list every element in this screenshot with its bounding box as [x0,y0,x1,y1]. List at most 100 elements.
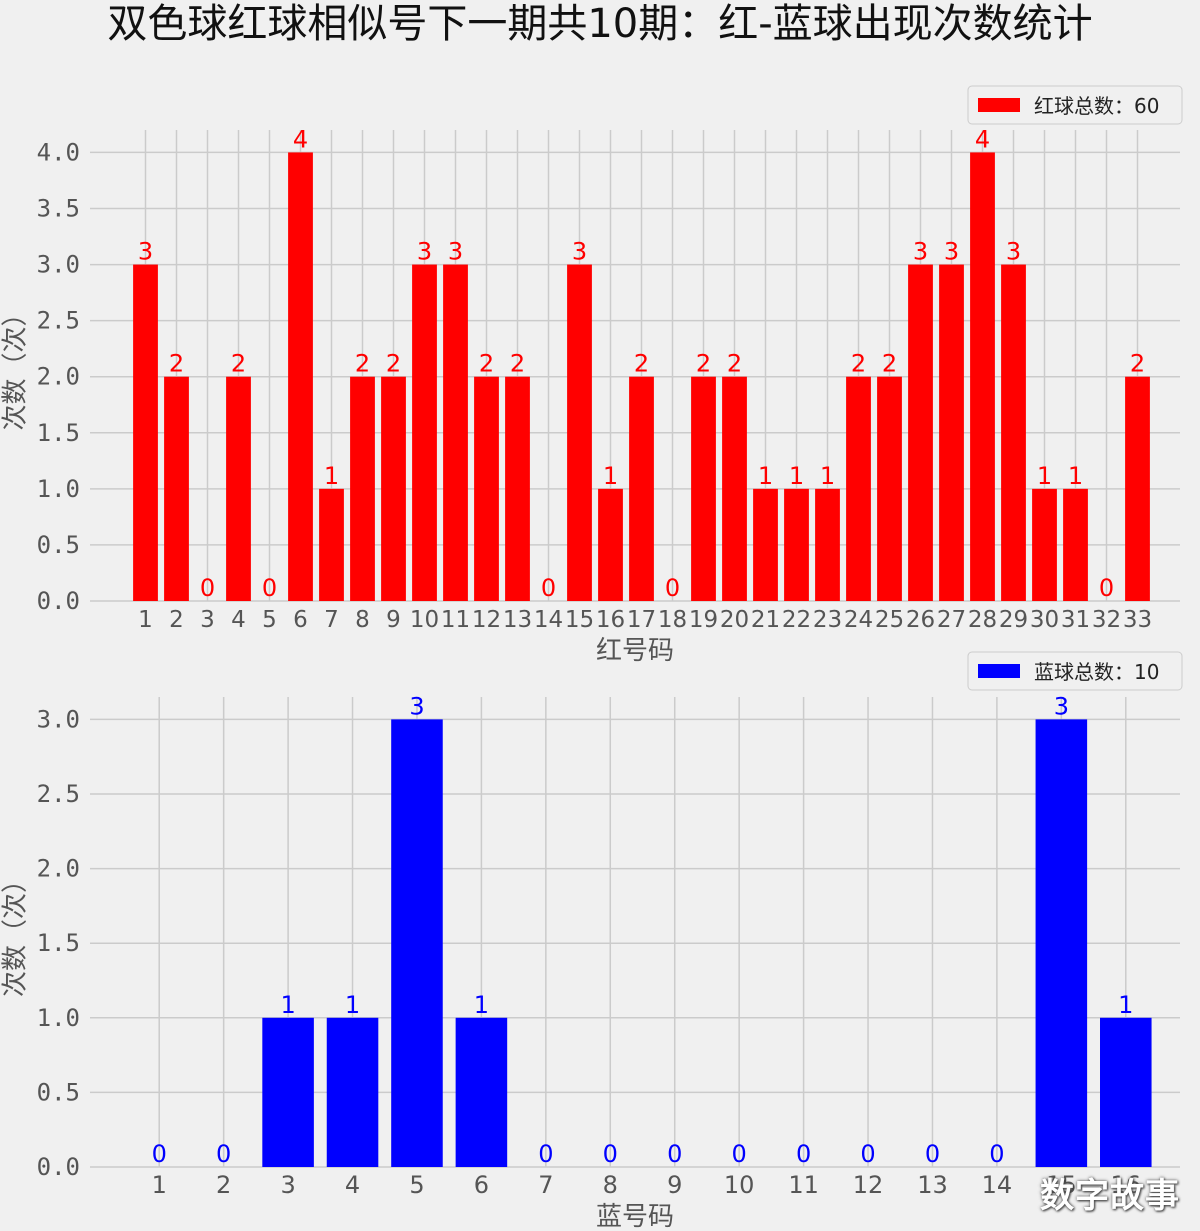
bar-value-label: 1 [324,462,339,490]
bar-value-label: 2 [355,350,370,378]
bar-value-label: 2 [510,350,525,378]
bar-value-label: 3 [913,238,928,266]
bar [567,264,592,601]
bar-value-label: 3 [572,238,587,266]
bar-value-label: 1 [1118,991,1133,1019]
x-tick-label: 2 [169,607,184,633]
bar-value-label: 0 [538,1140,553,1168]
x-tick-label: 8 [355,607,370,633]
bar-value-label: 1 [345,991,360,1019]
bar-value-label: 0 [216,1140,231,1168]
bar [753,488,778,601]
bar [381,376,406,601]
bar-value-label: 0 [665,574,680,602]
y-tick-label: 2.5 [37,307,80,335]
x-tick-label: 24 [844,607,873,633]
x-tick-label: 21 [751,607,780,633]
legend-box [967,85,1183,125]
bar-value-label: 3 [409,692,424,720]
x-tick-label: 15 [565,607,594,633]
x-tick-label: 13 [503,607,532,633]
x-tick-label: 7 [324,607,339,633]
bar-value-label: 1 [789,462,804,490]
bar-value-label: 4 [293,125,308,153]
bar-value-label: 2 [386,350,401,378]
chart-title: 双色球红球相似号下一期共10期：红-蓝球出现次数统计 [107,1,1093,47]
x-tick-label: 18 [658,607,687,633]
bar [722,376,747,601]
bar-value-label: 2 [634,350,649,378]
x-tick-label: 14 [982,1171,1013,1199]
bar [877,376,902,601]
watermark: 数字故事 [1040,1176,1180,1216]
x-tick-label: 14 [534,607,563,633]
bar-value-label: 0 [796,1140,811,1168]
bar [443,264,468,601]
bar-value-label: 2 [231,350,246,378]
x-tick-label: 31 [1061,607,1090,633]
y-tick-label: 2.0 [37,363,80,391]
x-tick-label: 28 [968,607,997,633]
x-tick-label: 10 [724,1171,755,1199]
bar-value-label: 1 [758,462,773,490]
x-tick-label: 15 [1046,1171,1077,1199]
y-tick-label: 3.0 [37,705,80,733]
y-axis-label: 次数（次） [1,867,31,997]
x-tick-label: 25 [875,607,904,633]
bar-value-label: 4 [975,125,990,153]
legend: 红球总数：60 [967,85,1183,125]
bar [350,376,375,601]
y-tick-label: 1.5 [37,419,80,447]
x-tick-label: 16 [1111,1171,1142,1199]
x-tick-label: 9 [386,607,401,633]
x-tick-label: 20 [720,607,749,633]
bar-value-label: 1 [1068,462,1083,490]
bar-value-label: 0 [262,574,277,602]
bar-value-label: 1 [280,991,295,1019]
x-tick-label: 32 [1092,607,1121,633]
x-tick-label: 2 [216,1171,231,1199]
bar-value-label: 0 [200,574,215,602]
x-tick-label: 13 [917,1171,948,1199]
bar-value-label: 0 [152,1140,167,1168]
x-tick-label: 11 [441,607,470,633]
bar-value-label: 2 [169,350,184,378]
y-tick-label: 3.0 [37,251,80,279]
x-tick-label: 19 [689,607,718,633]
bar [1032,488,1057,601]
x-tick-label: 30 [1030,607,1059,633]
x-tick-label: 16 [596,607,625,633]
bar-value-label: 2 [1130,350,1145,378]
x-tick-label: 33 [1123,607,1152,633]
y-axis-label: 次数（次） [1,300,31,430]
x-tick-label: 29 [999,607,1028,633]
bar [319,488,344,601]
y-tick-label: 2.0 [37,855,80,883]
y-tick-label: 1.0 [37,475,80,503]
y-tick-label: 0.5 [37,1078,80,1106]
bar [505,376,530,601]
x-tick-label: 4 [231,607,246,633]
legend-box [967,651,1183,691]
x-tick-label: 5 [409,1171,424,1199]
bar-value-label: 3 [944,238,959,266]
x-tick-label: 7 [538,1171,553,1199]
y-tick-label: 0.0 [37,1153,80,1181]
x-axis-label: 红号码 [596,636,674,666]
legend: 蓝球总数：10 [967,651,1183,691]
bar-value-label: 0 [860,1140,875,1168]
bar [391,719,443,1167]
bar-value-label: 0 [667,1140,682,1168]
x-tick-label: 10 [410,607,439,633]
bar [1125,376,1150,601]
bar-value-label: 1 [474,991,489,1019]
bar [288,152,313,601]
y-tick-label: 2.5 [37,780,80,808]
legend-swatch [978,664,1020,678]
bar [598,488,623,601]
blue-ball-chart: 0.00.51.01.52.02.53.01 2 3 4 5 6 7 8 9 10 11 12 13 14… [1,651,1183,1231]
y-tick-label: 1.0 [37,1004,80,1032]
bar [1001,264,1026,601]
bar [326,1017,379,1167]
bar [846,376,871,601]
